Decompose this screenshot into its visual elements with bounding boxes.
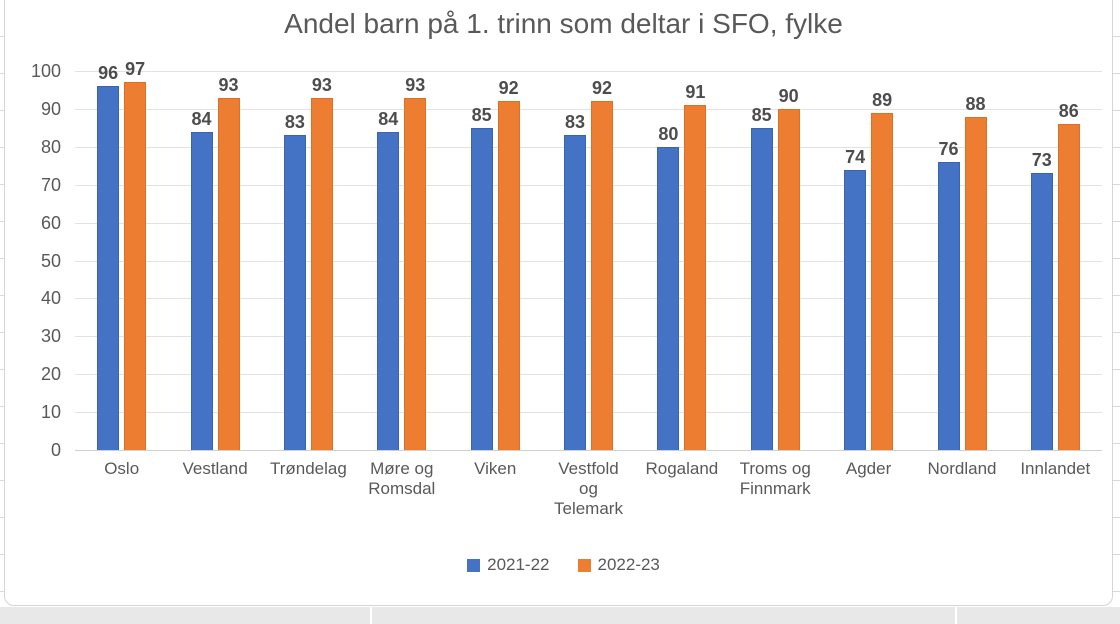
legend-item-2022-23: 2022-23	[577, 555, 660, 575]
sheet-gridline-marks-right	[1113, 0, 1120, 607]
bar-2022-23-troms-og-finnmark	[777, 108, 800, 450]
y-tick-label-0: 0	[50, 440, 61, 460]
x-label-oslo: Oslo	[104, 459, 140, 478]
gridline-30	[75, 336, 1102, 338]
bar-2022-23-m-re-og-romsdal	[404, 97, 427, 450]
value-label-2022-23-m-re-og-romsdal: 93	[405, 74, 426, 95]
gridline-80	[75, 146, 1102, 148]
value-label-2022-23-oslo: 97	[125, 59, 146, 80]
legend-swatch-2021-22	[467, 558, 481, 572]
bar-2022-23-vestland	[217, 97, 240, 450]
gridline-10	[75, 412, 1102, 414]
value-label-2022-23-vestfold-og-telemark: 92	[591, 78, 613, 99]
y-tick-label-50: 50	[40, 250, 61, 271]
y-tick-label-20: 20	[40, 364, 61, 385]
bar-2022-23-rogaland	[684, 105, 707, 450]
x-label-innlandet: Innlandet	[1020, 459, 1091, 478]
sheet-column-divider	[370, 607, 372, 624]
bar-2021-22-innlandet	[1030, 173, 1053, 450]
legend: 2021-22 2022-23	[9, 555, 1118, 575]
value-label-2022-23-innlandet: 86	[1058, 101, 1079, 122]
value-label-2022-23-nordland: 88	[965, 93, 986, 114]
x-label-vestfold-og-telemark: Vestfold og Telemark	[554, 459, 623, 518]
gridline-40	[75, 298, 1102, 300]
chart-area[interactable]: Andel barn på 1. trinn som deltar i SFO,…	[4, 0, 1113, 606]
gridline-20	[75, 374, 1102, 376]
gridline-90	[75, 108, 1102, 110]
gridline-60	[75, 222, 1102, 224]
x-label-nordland: Nordland	[927, 459, 997, 478]
x-label-agder: Agder	[845, 459, 892, 478]
bar-2021-22-agder	[844, 169, 867, 450]
x-label-rogaland: Rogaland	[645, 459, 719, 478]
x-label-vestland: Vestland	[182, 459, 248, 478]
bar-2022-23-nordland	[964, 116, 987, 450]
bar-2022-23-vestfold-og-telemark	[591, 101, 613, 450]
value-label-2022-23-agder: 89	[872, 89, 893, 110]
bar-2021-22-tr-ndelag	[283, 135, 306, 450]
bar-2021-22-m-re-og-romsdal	[377, 131, 400, 450]
x-label-troms-og-finnmark: Troms og Finnmark	[739, 459, 811, 498]
y-tick-label-30: 30	[40, 326, 61, 347]
legend-label-2022-23: 2022-23	[597, 555, 660, 574]
legend-swatch-2022-23	[577, 558, 591, 572]
bar-2021-22-oslo	[97, 86, 120, 450]
bar-2021-22-vestfold-og-telemark	[564, 135, 586, 450]
x-label-tr-ndelag: Trøndelag	[269, 459, 347, 478]
legend-item-2021-22: 2021-22	[467, 555, 550, 575]
bar-2022-23-oslo	[124, 82, 147, 450]
bar-2022-23-tr-ndelag	[310, 97, 333, 450]
plot-area: 96 84 83 84 85 83 80 85 74 76 73 97 93 93 93 92 92 91 90 89…	[75, 59, 1102, 451]
value-label-2022-23-vestland: 93	[218, 74, 239, 95]
sheet-gridline-marks-left	[0, 0, 5, 607]
value-label-2021-22-vestland: 84	[191, 108, 212, 129]
value-label-2021-22-vestfold-og-telemark: 83	[564, 112, 586, 133]
value-label-2022-23-tr-ndelag: 93	[311, 74, 332, 95]
value-label-2021-22-troms-og-finnmark: 85	[751, 104, 772, 125]
bar-2021-22-viken	[470, 127, 493, 450]
value-label-2021-22-oslo: 96	[98, 63, 119, 84]
x-label-viken: Viken	[474, 459, 517, 478]
y-tick-label-90: 90	[40, 98, 61, 119]
value-label-2022-23-viken: 92	[498, 78, 519, 99]
x-label-m-re-og-romsdal: Møre og Romsdal	[368, 459, 436, 498]
value-label-2021-22-m-re-og-romsdal: 84	[378, 108, 399, 129]
bar-2022-23-agder	[871, 112, 894, 450]
bar-2021-22-rogaland	[657, 146, 680, 450]
sheet-row-below	[0, 607, 1120, 624]
value-label-2022-23-troms-og-finnmark: 90	[778, 85, 799, 106]
y-tick-label-70: 70	[40, 174, 61, 195]
value-label-2021-22-rogaland: 80	[658, 123, 679, 144]
gridline-70	[75, 184, 1102, 186]
bar-2022-23-viken	[497, 101, 520, 450]
value-label-2022-23-rogaland: 91	[685, 82, 706, 103]
bar-2021-22-troms-og-finnmark	[750, 127, 773, 450]
value-label-2021-22-tr-ndelag: 83	[284, 112, 305, 133]
y-tick-label-40: 40	[40, 288, 61, 309]
chart-title: Andel barn på 1. trinn som deltar i SFO,…	[284, 8, 843, 39]
value-label-2021-22-viken: 85	[471, 104, 492, 125]
gridline-50	[75, 260, 1102, 262]
value-label-2021-22-nordland: 76	[938, 139, 959, 159]
gridline-0	[75, 450, 1102, 451]
legend-label-2021-22: 2021-22	[487, 555, 550, 574]
bar-2021-22-nordland	[937, 162, 960, 450]
sheet-column-divider	[955, 607, 957, 624]
y-tick-label-80: 80	[40, 136, 61, 157]
y-tick-label-60: 60	[40, 212, 61, 233]
value-label-2021-22-agder: 74	[845, 146, 866, 167]
y-tick-label-10: 10	[40, 402, 61, 423]
gridline-100	[75, 71, 1102, 72]
bar-2022-23-innlandet	[1057, 124, 1080, 450]
bar-2021-22-vestland	[190, 131, 213, 450]
y-tick-label-100: 100	[30, 61, 61, 81]
value-label-2021-22-innlandet: 73	[1031, 150, 1052, 171]
